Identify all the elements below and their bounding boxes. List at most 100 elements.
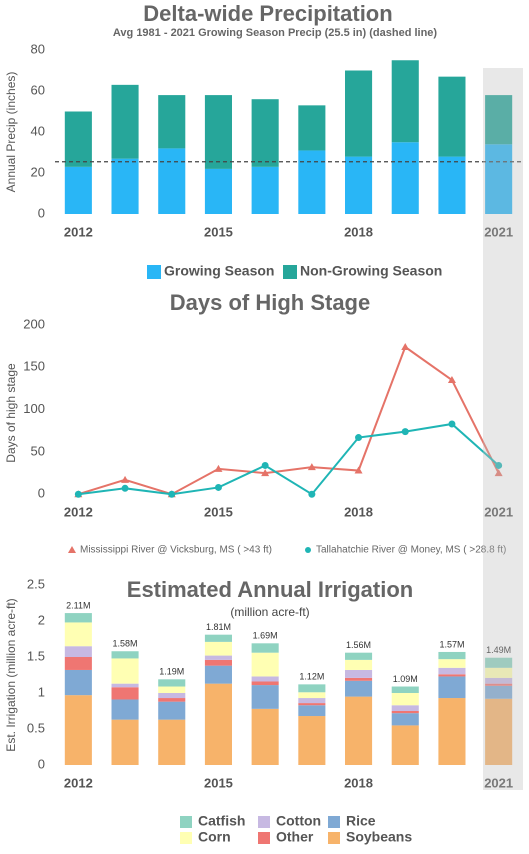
legend-marker bbox=[305, 547, 311, 553]
y-axis-label: Annual Precip (inches) bbox=[4, 72, 18, 193]
data-label: 1.57M bbox=[439, 639, 464, 649]
y-tick-label: 0 bbox=[38, 756, 45, 771]
data-label: 1.09M bbox=[393, 674, 418, 684]
bar-segment bbox=[298, 705, 326, 717]
y-tick-label: 50 bbox=[31, 443, 45, 458]
point-marker bbox=[261, 469, 270, 477]
bar-segment bbox=[391, 693, 419, 706]
highlight-band bbox=[483, 68, 523, 790]
bar-segment bbox=[158, 719, 186, 765]
bar-segment bbox=[345, 680, 373, 697]
point-marker bbox=[354, 466, 363, 474]
bar-segment bbox=[391, 686, 419, 693]
bar-segment bbox=[251, 676, 279, 682]
legend-label: Soybeans bbox=[346, 829, 412, 845]
legend-label: Other bbox=[276, 829, 314, 845]
bar-segment bbox=[111, 699, 139, 720]
bar-segment bbox=[158, 148, 186, 214]
data-label: 1.56M bbox=[346, 640, 371, 650]
bar-segment bbox=[64, 669, 92, 696]
bar-segment bbox=[298, 716, 326, 765]
bar-segment bbox=[64, 657, 92, 670]
bar-segment bbox=[204, 95, 232, 169]
bar-segment bbox=[485, 657, 513, 668]
bar-segment bbox=[438, 76, 466, 157]
chart-subtitle: Avg 1981 - 2021 Growing Season Precip (2… bbox=[113, 27, 438, 39]
legend-swatch bbox=[180, 816, 192, 828]
line-series bbox=[78, 345, 500, 496]
point-marker bbox=[448, 420, 456, 428]
y-tick-label: 2.5 bbox=[27, 576, 45, 591]
bar-segment bbox=[158, 701, 186, 720]
data-label: 1.81M bbox=[206, 622, 231, 632]
bar-segment bbox=[485, 667, 513, 678]
legend-swatch bbox=[258, 832, 270, 844]
bar-segment bbox=[158, 679, 186, 687]
x-tick-label: 2021 bbox=[484, 224, 513, 239]
point-marker bbox=[121, 475, 130, 483]
data-label: 1.19M bbox=[159, 667, 184, 677]
bar-segment bbox=[158, 693, 186, 699]
x-tick-label: 2015 bbox=[204, 224, 233, 239]
bar-segment bbox=[298, 150, 326, 214]
bar-segment bbox=[158, 686, 186, 693]
bar-segment bbox=[111, 658, 139, 684]
bar-segment bbox=[391, 711, 419, 714]
bar-segment bbox=[345, 669, 373, 678]
y-tick-label: 60 bbox=[31, 82, 45, 97]
x-tick-label: 2021 bbox=[484, 504, 513, 519]
bar-segment bbox=[158, 698, 186, 702]
bar-segment bbox=[391, 60, 419, 143]
point-marker bbox=[214, 464, 223, 472]
bar-segment bbox=[64, 166, 92, 214]
legend-label: Non-Growing Season bbox=[300, 263, 442, 279]
legend-label: Growing Season bbox=[164, 263, 274, 279]
legend-label: Rice bbox=[346, 813, 376, 829]
point-marker bbox=[121, 484, 129, 492]
y-tick-label: 1 bbox=[38, 684, 45, 699]
bar-segment bbox=[391, 705, 419, 711]
bar-segment bbox=[438, 156, 466, 214]
data-label: 2.11M bbox=[66, 600, 90, 610]
bar-segment bbox=[485, 144, 513, 214]
y-tick-label: 80 bbox=[31, 41, 45, 56]
bar-segment bbox=[345, 677, 373, 681]
bar-segment bbox=[111, 158, 139, 214]
bar-segment bbox=[64, 695, 92, 765]
data-label: 1.58M bbox=[113, 639, 138, 649]
bar-segment bbox=[251, 685, 279, 709]
bar-segment bbox=[485, 677, 513, 684]
bar-segment bbox=[298, 703, 326, 706]
x-tick-label: 2018 bbox=[344, 224, 373, 239]
point-marker bbox=[168, 490, 176, 498]
legend-label: Corn bbox=[198, 829, 231, 845]
point-marker bbox=[355, 434, 363, 442]
y-tick-label: 2 bbox=[38, 612, 45, 627]
bar-segment bbox=[204, 641, 232, 656]
bar-segment bbox=[64, 622, 92, 647]
bar-segment bbox=[391, 713, 419, 726]
bar-segment bbox=[345, 659, 373, 670]
bar-segment bbox=[298, 684, 326, 693]
y-tick-label: 20 bbox=[31, 164, 45, 179]
x-tick-label: 2012 bbox=[64, 224, 93, 239]
legend-label: Cotton bbox=[276, 813, 321, 829]
point-marker bbox=[261, 461, 269, 469]
bar-segment bbox=[251, 166, 279, 214]
chart-subtitle: (million acre-ft) bbox=[230, 605, 309, 619]
bar-segment bbox=[438, 674, 466, 677]
x-tick-label: 2015 bbox=[204, 775, 233, 790]
bar-segment bbox=[438, 676, 466, 699]
bar-segment bbox=[204, 168, 232, 214]
bar-segment bbox=[391, 725, 419, 765]
point-marker bbox=[401, 343, 410, 350]
y-tick-label: 40 bbox=[31, 123, 45, 138]
bar-segment bbox=[251, 99, 279, 167]
bar-segment bbox=[64, 646, 92, 657]
bar-segment bbox=[204, 655, 232, 660]
legend-swatch bbox=[180, 832, 192, 844]
data-label: 1.49M bbox=[486, 645, 511, 655]
bar-segment bbox=[391, 142, 419, 214]
x-tick-label: 2012 bbox=[64, 775, 93, 790]
legend-label: Mississippi River @ Vicksburg, MS ( >43 … bbox=[80, 545, 272, 556]
